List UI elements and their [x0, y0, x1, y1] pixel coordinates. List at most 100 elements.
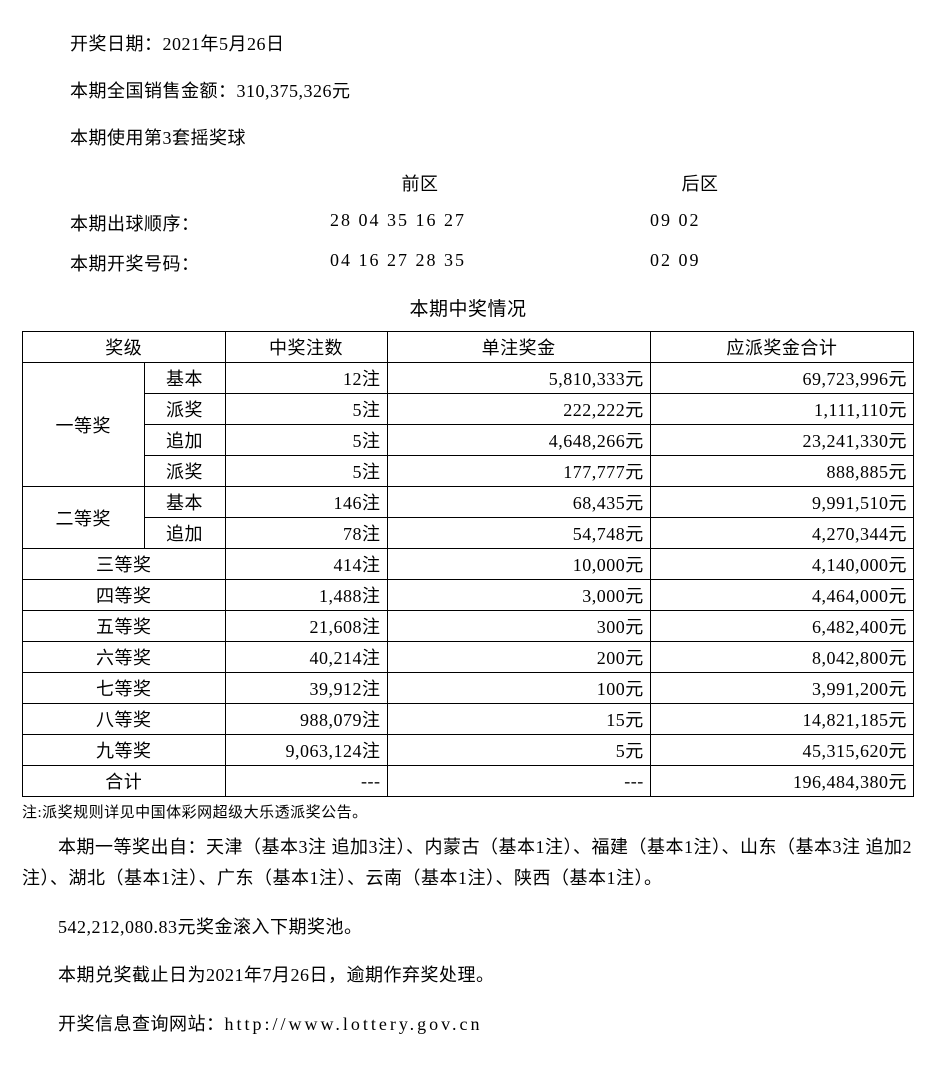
total-cell: 8,042,800元 — [650, 642, 913, 673]
unit-cell: 3,000元 — [387, 580, 650, 611]
count-cell: 12注 — [225, 363, 387, 394]
draw-order-label: 本期出球顺序： — [70, 210, 330, 236]
unit-cell: 222,222元 — [387, 394, 650, 425]
numbers-header: 前区 后区 — [70, 170, 914, 196]
level-cell: 八等奖 — [23, 704, 226, 735]
prize-table: 奖级 中奖注数 单注奖金 应派奖金合计 一等奖基本12注5,810,333元69… — [22, 331, 914, 797]
unit-cell: 68,435元 — [387, 487, 650, 518]
table-row: 追加78注54,748元4,270,344元 — [23, 518, 914, 549]
winning-back: 02 09 — [650, 250, 810, 276]
count-cell: 988,079注 — [225, 704, 387, 735]
count-cell: --- — [225, 766, 387, 797]
sales-label: 本期全国销售金额： — [70, 81, 237, 101]
table-header-row: 奖级 中奖注数 单注奖金 应派奖金合计 — [23, 332, 914, 363]
rollover-line: 542,212,080.83元奖金滚入下期奖池。 — [22, 912, 914, 943]
unit-cell: 5,810,333元 — [387, 363, 650, 394]
count-cell: 5注 — [225, 425, 387, 456]
draw-order-row: 本期出球顺序： 28 04 35 16 27 09 02 — [70, 210, 914, 236]
front-zone-label: 前区 — [330, 170, 650, 196]
col-unit: 单注奖金 — [387, 332, 650, 363]
table-row: 三等奖414注10,000元4,140,000元 — [23, 549, 914, 580]
total-cell: 69,723,996元 — [650, 363, 913, 394]
ball-set-line: 本期使用第3套摇奖球 — [70, 124, 914, 153]
count-cell: 78注 — [225, 518, 387, 549]
level-a-cell: 一等奖 — [23, 363, 145, 487]
table-row: 七等奖39,912注100元3,991,200元 — [23, 673, 914, 704]
total-cell: 4,464,000元 — [650, 580, 913, 611]
numbers-block: 前区 后区 本期出球顺序： 28 04 35 16 27 09 02 本期开奖号… — [70, 170, 914, 276]
count-cell: 39,912注 — [225, 673, 387, 704]
website-line: 开奖信息查询网站：http://www.lottery.gov.cn — [22, 1009, 914, 1040]
level-b-cell: 派奖 — [144, 394, 225, 425]
total-cell: 23,241,330元 — [650, 425, 913, 456]
total-cell: 888,885元 — [650, 456, 913, 487]
level-cell: 六等奖 — [23, 642, 226, 673]
table-row: 九等奖9,063,124注5元45,315,620元 — [23, 735, 914, 766]
table-row: 合计------196,484,380元 — [23, 766, 914, 797]
count-cell: 40,214注 — [225, 642, 387, 673]
unit-cell: 4,648,266元 — [387, 425, 650, 456]
table-row: 四等奖1,488注3,000元4,464,000元 — [23, 580, 914, 611]
total-cell: 3,991,200元 — [650, 673, 913, 704]
level-cell: 合计 — [23, 766, 226, 797]
winning-row: 本期开奖号码： 04 16 27 28 35 02 09 — [70, 250, 914, 276]
table-row: 派奖5注177,777元888,885元 — [23, 456, 914, 487]
draw-date-label: 开奖日期： — [70, 34, 163, 54]
level-a-cell: 二等奖 — [23, 487, 145, 549]
col-count: 中奖注数 — [225, 332, 387, 363]
table-row: 六等奖40,214注200元8,042,800元 — [23, 642, 914, 673]
table-row: 八等奖988,079注15元14,821,185元 — [23, 704, 914, 735]
total-cell: 4,140,000元 — [650, 549, 913, 580]
count-cell: 9,063,124注 — [225, 735, 387, 766]
col-total: 应派奖金合计 — [650, 332, 913, 363]
level-cell: 三等奖 — [23, 549, 226, 580]
level-b-cell: 派奖 — [144, 456, 225, 487]
col-level: 奖级 — [23, 332, 226, 363]
level-cell: 四等奖 — [23, 580, 226, 611]
count-cell: 5注 — [225, 456, 387, 487]
footnote: 注:派奖规则详见中国体彩网超级大乐透派奖公告。 — [22, 801, 914, 822]
unit-cell: 15元 — [387, 704, 650, 735]
draw-order-front: 28 04 35 16 27 — [330, 210, 650, 236]
count-cell: 1,488注 — [225, 580, 387, 611]
website-label: 开奖信息查询网站： — [58, 1014, 225, 1034]
unit-cell: 10,000元 — [387, 549, 650, 580]
count-cell: 414注 — [225, 549, 387, 580]
level-b-cell: 基本 — [144, 363, 225, 394]
total-cell: 14,821,185元 — [650, 704, 913, 735]
unit-cell: --- — [387, 766, 650, 797]
total-cell: 9,991,510元 — [650, 487, 913, 518]
level-b-cell: 基本 — [144, 487, 225, 518]
table-row: 一等奖基本12注5,810,333元69,723,996元 — [23, 363, 914, 394]
winners-paragraph: 本期一等奖出自：天津（基本3注 追加3注）、内蒙古（基本1注）、福建（基本1注）… — [22, 832, 914, 893]
total-cell: 196,484,380元 — [650, 766, 913, 797]
unit-cell: 54,748元 — [387, 518, 650, 549]
table-row: 追加5注4,648,266元23,241,330元 — [23, 425, 914, 456]
winning-front: 04 16 27 28 35 — [330, 250, 650, 276]
back-zone-label: 后区 — [650, 170, 810, 196]
level-b-cell: 追加 — [144, 518, 225, 549]
unit-cell: 300元 — [387, 611, 650, 642]
prize-table-title: 本期中奖情况 — [22, 294, 914, 321]
count-cell: 146注 — [225, 487, 387, 518]
draw-date-value: 2021年5月26日 — [163, 34, 285, 54]
total-cell: 1,111,110元 — [650, 394, 913, 425]
level-cell: 五等奖 — [23, 611, 226, 642]
draw-date-line: 开奖日期：2021年5月26日 — [70, 30, 914, 59]
draw-order-back: 09 02 — [650, 210, 810, 236]
table-row: 二等奖基本146注68,435元9,991,510元 — [23, 487, 914, 518]
sales-value: 310,375,326元 — [237, 81, 351, 101]
count-cell: 21,608注 — [225, 611, 387, 642]
level-cell: 九等奖 — [23, 735, 226, 766]
unit-cell: 177,777元 — [387, 456, 650, 487]
total-cell: 4,270,344元 — [650, 518, 913, 549]
total-cell: 45,315,620元 — [650, 735, 913, 766]
website-url: http://www.lottery.gov.cn — [225, 1014, 483, 1034]
winning-label: 本期开奖号码： — [70, 250, 330, 276]
level-cell: 七等奖 — [23, 673, 226, 704]
count-cell: 5注 — [225, 394, 387, 425]
unit-cell: 200元 — [387, 642, 650, 673]
sales-line: 本期全国销售金额：310,375,326元 — [70, 77, 914, 106]
deadline-line: 本期兑奖截止日为2021年7月26日，逾期作弃奖处理。 — [22, 960, 914, 991]
unit-cell: 100元 — [387, 673, 650, 704]
